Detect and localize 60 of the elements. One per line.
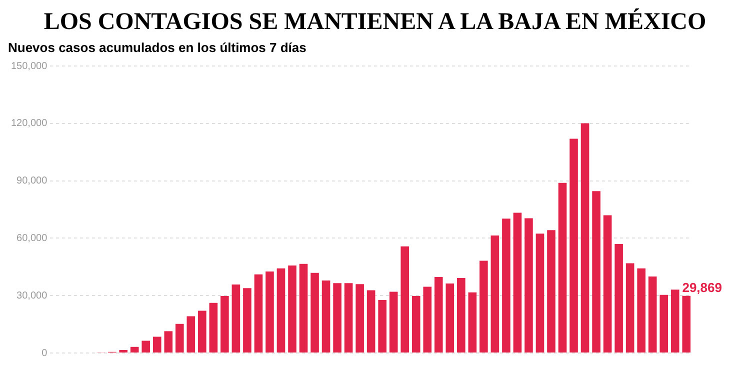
chart-title: LOS CONTAGIOS SE MANTIENEN A LA BAJA EN MÉXICO xyxy=(42,8,708,36)
bar xyxy=(580,123,590,352)
bar xyxy=(310,272,319,352)
bar xyxy=(457,278,466,352)
y-tick-label: 120,000 xyxy=(10,118,48,130)
bar xyxy=(152,336,162,352)
bar xyxy=(266,271,274,352)
bar xyxy=(175,324,184,352)
bar xyxy=(547,230,556,352)
bar xyxy=(570,138,578,352)
bar xyxy=(434,277,443,352)
y-tick-label: 150,000 xyxy=(10,60,48,72)
bar xyxy=(446,284,454,352)
data-label: 29,869 xyxy=(682,280,722,295)
y-tick-label: 60,000 xyxy=(16,232,48,244)
bar xyxy=(513,212,522,352)
bar xyxy=(366,290,376,352)
bar xyxy=(276,268,286,352)
bar xyxy=(490,236,500,352)
bar xyxy=(648,276,657,352)
bar xyxy=(254,274,263,352)
bar xyxy=(660,294,668,352)
bar xyxy=(400,246,410,352)
y-tick-label: 90,000 xyxy=(16,176,48,187)
bar xyxy=(142,340,150,352)
bar xyxy=(322,280,330,352)
bar xyxy=(670,290,680,352)
bar xyxy=(220,296,229,352)
bar xyxy=(209,302,218,352)
bar xyxy=(626,263,634,352)
bar xyxy=(378,300,386,352)
y-tick-label: 0 xyxy=(42,348,48,359)
bar xyxy=(356,284,364,352)
bar xyxy=(682,296,691,352)
bar xyxy=(524,218,533,352)
bar xyxy=(164,331,173,352)
bar xyxy=(637,268,646,352)
bar xyxy=(536,234,544,352)
bar xyxy=(614,244,623,352)
bar xyxy=(288,266,296,352)
bar xyxy=(333,283,342,352)
bar xyxy=(502,218,510,352)
bar xyxy=(423,286,432,352)
bar xyxy=(243,288,252,352)
bar xyxy=(468,292,477,352)
bar xyxy=(603,215,612,352)
bar xyxy=(558,182,567,352)
bar xyxy=(232,284,240,352)
bar xyxy=(389,292,398,352)
bar xyxy=(480,260,488,352)
bar xyxy=(299,264,308,352)
bar xyxy=(186,316,196,352)
bar xyxy=(592,191,600,352)
bar xyxy=(119,350,128,352)
y-tick-label: 30,000 xyxy=(16,290,48,302)
bar xyxy=(412,296,420,352)
bar xyxy=(130,346,139,352)
bar xyxy=(344,283,353,352)
chart-subtitle: Nuevos casos acumulados en los últimos 7 días xyxy=(8,40,308,55)
bar xyxy=(198,310,206,352)
